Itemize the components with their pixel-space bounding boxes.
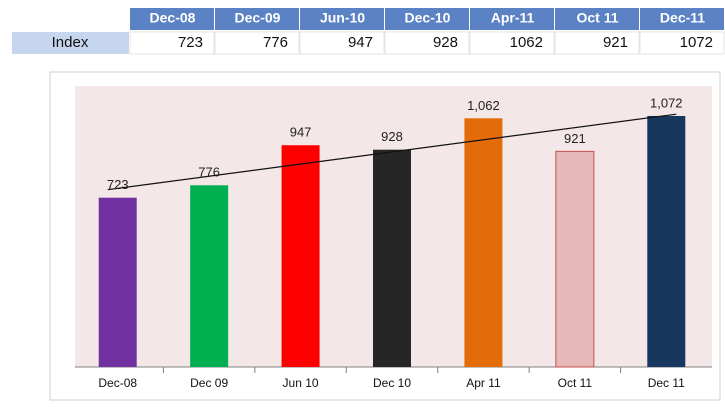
value-cell <box>639 31 725 55</box>
data-label: 921 <box>564 131 586 146</box>
data-label: 928 <box>381 129 403 144</box>
header-cell <box>470 8 554 30</box>
data-label: 1,072 <box>650 95 683 110</box>
value-text: 723 <box>178 34 203 51</box>
value-cell <box>469 31 555 55</box>
header-text: Jun-10 <box>320 10 365 26</box>
bar <box>647 115 686 368</box>
value-text: 947 <box>348 34 373 51</box>
bar <box>190 185 229 367</box>
x-tick-label: Apr 11 <box>466 376 501 390</box>
x-tick-label: Dec-08 <box>98 376 137 390</box>
value-cell <box>299 31 385 55</box>
row-label-cell <box>12 32 129 54</box>
header-cell <box>385 8 469 30</box>
row-label: Index <box>52 34 89 51</box>
header-cell <box>215 8 299 30</box>
value-text: 1072 <box>680 34 713 51</box>
header-text: Apr-11 <box>491 10 535 26</box>
value-text: 921 <box>603 34 628 51</box>
bar <box>98 197 137 367</box>
header-cell <box>300 8 384 30</box>
value-text: 776 <box>263 34 288 51</box>
header-text: Oct 11 <box>576 10 618 26</box>
x-tick-label: Jun 10 <box>283 376 319 390</box>
header-text: Dec-08 <box>150 10 196 26</box>
data-label: 723 <box>107 177 129 192</box>
value-cell <box>214 31 300 55</box>
value-text: 928 <box>433 34 458 51</box>
bar <box>555 150 595 368</box>
x-tick-label: Dec 09 <box>190 376 228 390</box>
bar <box>373 149 411 367</box>
x-tick-label: Dec 11 <box>648 376 685 390</box>
value-cell <box>554 31 640 55</box>
header-text: Dec-11 <box>660 10 705 26</box>
data-label: 947 <box>290 125 312 140</box>
bar <box>281 145 320 367</box>
header-text: Dec-09 <box>235 10 281 26</box>
header-cell <box>555 8 639 30</box>
value-cell <box>129 31 215 55</box>
value-text: 1062 <box>510 34 543 51</box>
header-text: Dec-10 <box>405 10 451 26</box>
trend-line <box>107 113 677 191</box>
bar <box>464 118 503 367</box>
data-label: 1,062 <box>467 98 500 113</box>
header-cell <box>130 8 214 30</box>
value-cell <box>384 31 470 55</box>
header-cell <box>640 8 724 30</box>
x-tick-label: Dec 10 <box>373 376 411 390</box>
x-tick-label: Oct 11 <box>558 376 593 390</box>
